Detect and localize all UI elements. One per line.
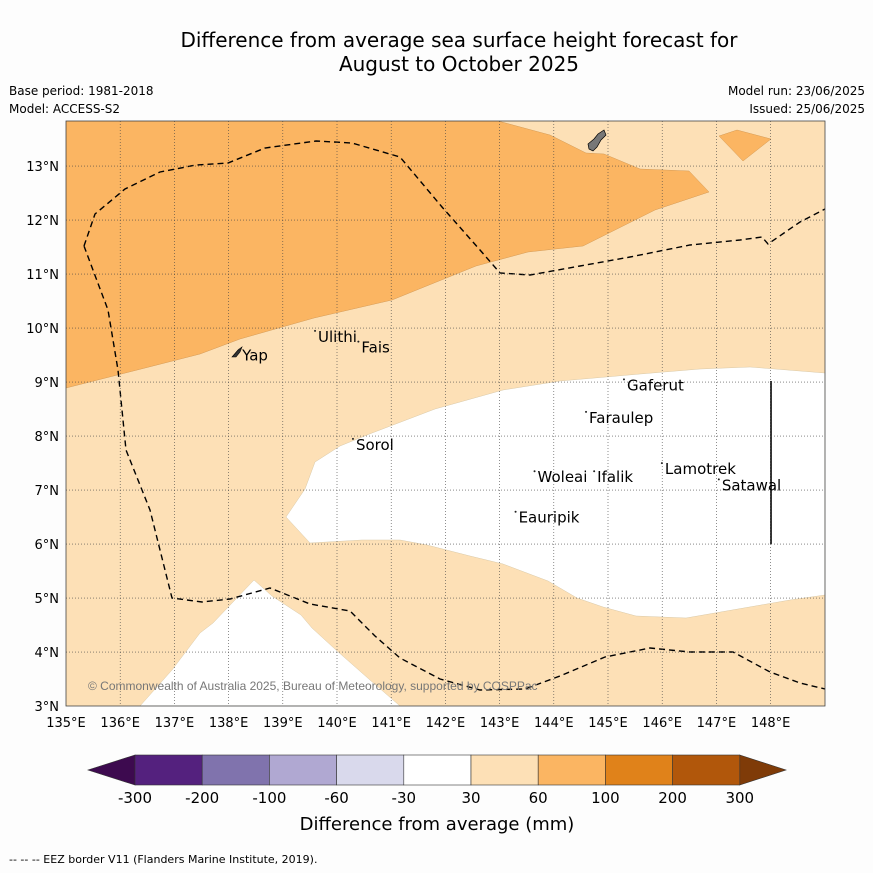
colorbar-tick-label: 100 (591, 789, 620, 807)
colorbar-tick-label: -300 (118, 789, 152, 807)
island-marker (660, 462, 663, 465)
island-marker (314, 329, 317, 332)
colorbar-bin (134, 754, 203, 786)
longitude-tick-label: 146°E (642, 716, 682, 731)
colorbar-bin (672, 754, 741, 786)
colorbar-over-arrow (739, 754, 787, 786)
latitude-tick-label: 9°N (35, 376, 60, 391)
guam-island (587, 129, 607, 152)
colorbar-label: Difference from average (mm) (300, 814, 575, 835)
island-marker (585, 410, 588, 413)
colorbar-bin (403, 754, 472, 786)
latitude-tick-label: 7°N (35, 484, 60, 499)
island-marker (514, 510, 517, 513)
colorbar-bin (336, 754, 405, 786)
latitude-tick-label: 11°N (26, 268, 59, 283)
place-label: Gaferut (627, 376, 684, 394)
colorbar-tick-label: 200 (658, 789, 687, 807)
place-label: Eauripik (519, 509, 580, 527)
longitude-tick-label: 140°E (317, 716, 357, 731)
island-marker (622, 378, 625, 381)
latitude-tick-label: 3°N (35, 700, 60, 715)
colorbar-bin (201, 754, 270, 786)
issued-date: Issued: 25/06/2025 (749, 102, 865, 116)
colorbar-tick-label: 60 (529, 789, 548, 807)
colorbar-ticks: -300 -200 -100 -60 -30 30 60 100 200 300 (118, 789, 754, 807)
eez-border (83, 140, 825, 691)
longitude-tick-label: 136°E (100, 716, 140, 731)
meta-left: Base period: 1981-2018 Model: ACCESS-S2 (9, 82, 154, 118)
colorbar-tick-label: 30 (461, 789, 480, 807)
longitude-tick-label: 138°E (209, 716, 249, 731)
place-label: Faraulep (589, 409, 653, 427)
island-marker (238, 348, 241, 351)
place-label: Sorol (356, 436, 394, 454)
island-marker (593, 470, 596, 473)
title-line-2: August to October 2025 (338, 52, 580, 76)
longitude-tick-label: 141°E (371, 716, 411, 731)
longitude-labels: 135°E 136°E 137°E 138°E 139°E 140°E 141°E 142°E… (46, 716, 790, 731)
model-run: Model run: 23/06/2025 (727, 84, 865, 98)
neutral-region-central (285, 366, 825, 619)
colorbar (87, 754, 787, 786)
latitude-tick-label: 4°N (35, 646, 60, 661)
longitude-tick-label: 143°E (480, 716, 520, 731)
base-period: Base period: 1981-2018 (9, 84, 154, 98)
colorbar-bin (269, 754, 337, 786)
place-label: Fais (361, 339, 390, 357)
mid-orange-region (66, 121, 710, 389)
colorbar-under-arrow (87, 754, 136, 786)
neutral-region-south (139, 579, 401, 706)
latitude-tick-label: 5°N (35, 592, 60, 607)
meta-right: Model run: 23/06/2025 Issued: 25/06/2025 (728, 82, 865, 118)
latitude-tick-label: 8°N (35, 430, 60, 445)
island-marker (357, 340, 360, 343)
longitude-tick-label: 137°E (155, 716, 195, 731)
place-label: Satawal (722, 476, 781, 494)
colorbar-bin (537, 754, 606, 786)
colorbar-tick-label: -30 (392, 789, 417, 807)
longitude-tick-label: 147°E (697, 716, 737, 731)
place-label: Lamotrek (665, 460, 736, 478)
map-frame (65, 120, 826, 707)
longitude-tick-label: 142°E (426, 716, 466, 731)
longitude-tick-label: 144°E (534, 716, 574, 731)
copyright-text: © Commonwealth of Australia 2025, Bureau… (88, 679, 538, 693)
colorbar-tick-label: -100 (252, 789, 286, 807)
colorbar-tick-label: -200 (185, 789, 219, 807)
longitude-tick-label: 139°E (263, 716, 303, 731)
place-label: Yap (241, 347, 268, 365)
colorbar-tick-label: 300 (725, 789, 754, 807)
island-marker (717, 478, 720, 481)
latitude-tick-label: 6°N (35, 538, 60, 553)
colorbar-tick-label: -60 (324, 789, 349, 807)
graticule (66, 121, 825, 706)
footer-note: -- -- -- EEZ border V11 (Flanders Marine… (9, 853, 318, 866)
place-label: Ifalik (597, 468, 633, 486)
island-marker (533, 470, 536, 473)
longitude-tick-label: 145°E (588, 716, 628, 731)
mid-orange-patch (718, 129, 772, 162)
latitude-tick-label: 10°N (26, 322, 59, 337)
title-line-1: Difference from average sea surface heig… (180, 28, 738, 52)
colorbar-bin (470, 754, 539, 786)
place-label: Woleai (538, 468, 588, 486)
colorbar-bin (605, 754, 673, 786)
chart-title: Difference from average sea surface heig… (0, 28, 873, 76)
longitude-tick-label: 135°E (46, 716, 86, 731)
latitude-tick-label: 13°N (26, 160, 59, 175)
latitude-labels: 3°N 4°N 5°N 6°N 7°N 8°N 9°N 10°N 11°N 12°N 13°N (26, 160, 59, 715)
place-label: Ulithi (318, 328, 357, 346)
latitude-tick-label: 12°N (26, 214, 59, 229)
model-name: Model: ACCESS-S2 (9, 102, 121, 116)
island-marker (351, 437, 354, 440)
longitude-tick-label: 148°E (751, 716, 791, 731)
